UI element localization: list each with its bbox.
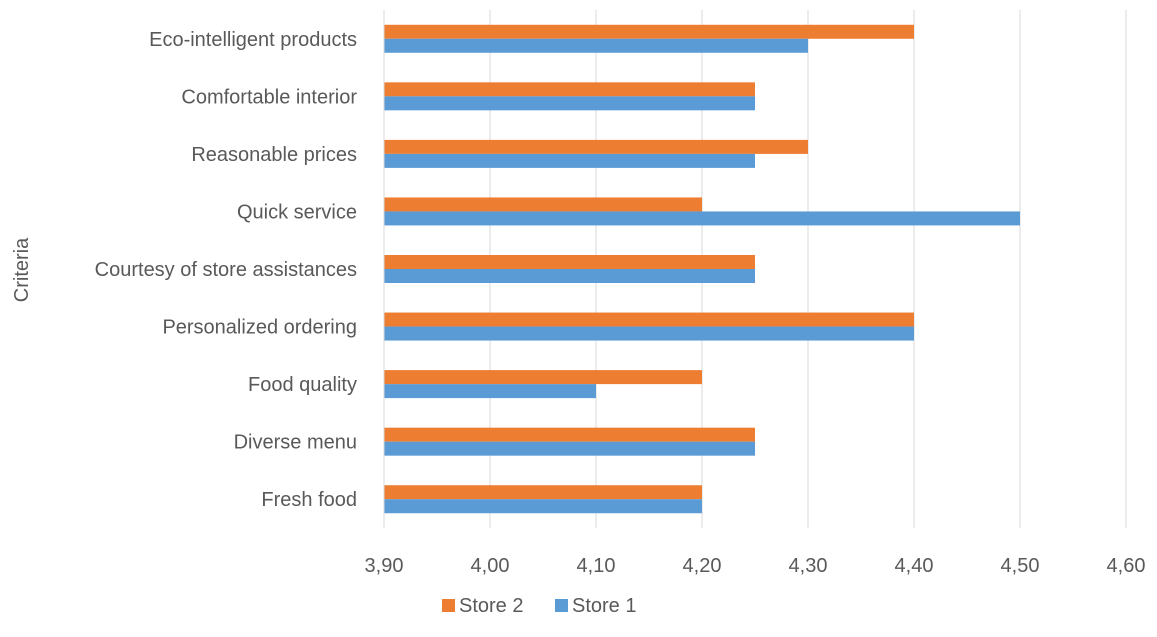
legend: Store 2 Store 1 — [442, 595, 636, 617]
x-tick-label: 4,40 — [895, 555, 934, 577]
category-label: Fresh food — [261, 489, 357, 511]
x-tick-label: 4,20 — [683, 555, 722, 577]
bar-store-2 — [384, 312, 914, 327]
category-label: Courtesy of store assistances — [95, 259, 357, 281]
bar-store-2 — [384, 24, 914, 39]
bar-store-1 — [384, 96, 755, 111]
category-label: Personalized ordering — [162, 317, 357, 339]
x-tick-label: 3,90 — [365, 555, 404, 577]
bar-store-2 — [384, 427, 755, 442]
legend-label: Store 1 — [572, 595, 636, 617]
legend-swatch — [555, 599, 568, 612]
category-label: Eco-intelligent products — [149, 29, 357, 51]
category-label: Food quality — [248, 374, 357, 396]
bars — [384, 24, 1020, 514]
bar-store-2 — [384, 370, 702, 385]
legend-label: Store 2 — [459, 595, 523, 617]
x-tick-label: 4,00 — [471, 555, 510, 577]
bar-store-1 — [384, 211, 1020, 226]
bar-store-2 — [384, 82, 755, 97]
x-tick-label: 4,10 — [577, 555, 616, 577]
bar-store-1 — [384, 499, 702, 514]
category-label: Quick service — [237, 201, 357, 223]
legend-swatch — [442, 599, 455, 612]
x-tick-label: 4,60 — [1107, 555, 1146, 577]
bar-store-2 — [384, 197, 702, 212]
bar-store-1 — [384, 441, 755, 456]
x-tick-label: 4,50 — [1001, 555, 1040, 577]
bar-store-1 — [384, 326, 914, 341]
axes: 3,90 4,00 4,10 4,20 4,30 4,40 4,50 4,60 Fresh fo… — [95, 10, 1146, 577]
bar-store-1 — [384, 269, 755, 283]
category-label: Reasonable prices — [191, 144, 357, 166]
bar-store-1 — [384, 38, 808, 53]
category-label: Comfortable interior — [181, 86, 357, 108]
x-tick-label: 4,30 — [789, 555, 828, 577]
bar-store-1 — [384, 384, 596, 399]
bar-store-2 — [384, 485, 702, 500]
y-axis-title: Criteria — [11, 237, 33, 302]
bar-store-2 — [384, 255, 755, 269]
category-label: Diverse menu — [234, 432, 357, 454]
bar-store-1 — [384, 153, 755, 168]
bar-store-2 — [384, 139, 808, 154]
